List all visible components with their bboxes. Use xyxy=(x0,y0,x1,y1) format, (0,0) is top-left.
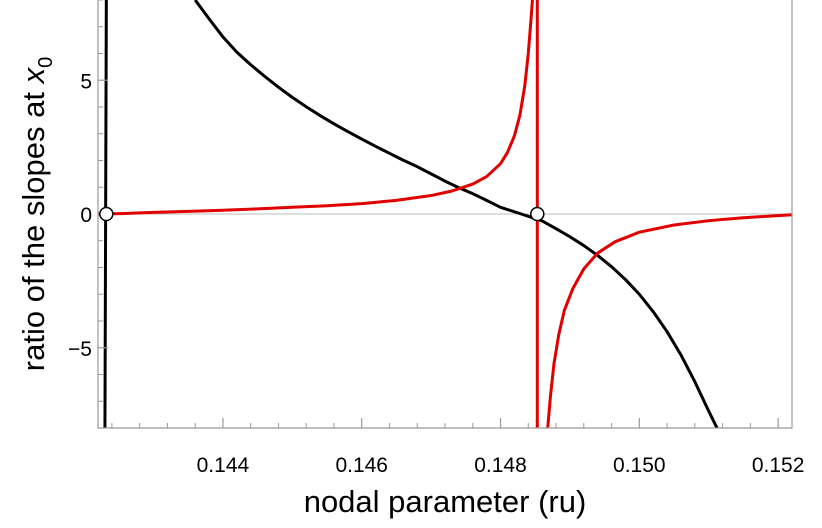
y-axis-label-var: x xyxy=(16,66,51,85)
series-line-red-left-branch xyxy=(98,0,534,216)
series-line-black-main-curve xyxy=(193,0,719,428)
y-axis-label-sub: 0 xyxy=(35,57,57,68)
root-marker xyxy=(99,206,114,222)
y-tick-label: 0 xyxy=(80,204,92,227)
markers xyxy=(99,206,545,222)
y-axis-label-main: ratio of the slopes at xyxy=(16,83,51,371)
x-tick-label: 0.152 xyxy=(752,454,805,477)
x-tick-label: 0.146 xyxy=(335,454,388,477)
series-line-red-right-branch xyxy=(546,213,792,428)
x-tick-label: 0.148 xyxy=(474,454,527,477)
y-tick-label: 5 xyxy=(80,70,92,93)
root-marker xyxy=(530,206,545,222)
x-axis-label: nodal parameter (ru) xyxy=(304,484,587,519)
tick-labels: 0.144 0.146 0.148 0.150 0.152 −5 0 5 xyxy=(68,70,804,477)
x-tick-label: 0.150 xyxy=(613,454,666,477)
y-tick-label: −5 xyxy=(68,338,92,361)
ticks xyxy=(98,0,779,429)
y-axis-label: ratio of the slopes at x0 xyxy=(16,57,57,371)
x-tick-label: 0.144 xyxy=(197,454,250,477)
